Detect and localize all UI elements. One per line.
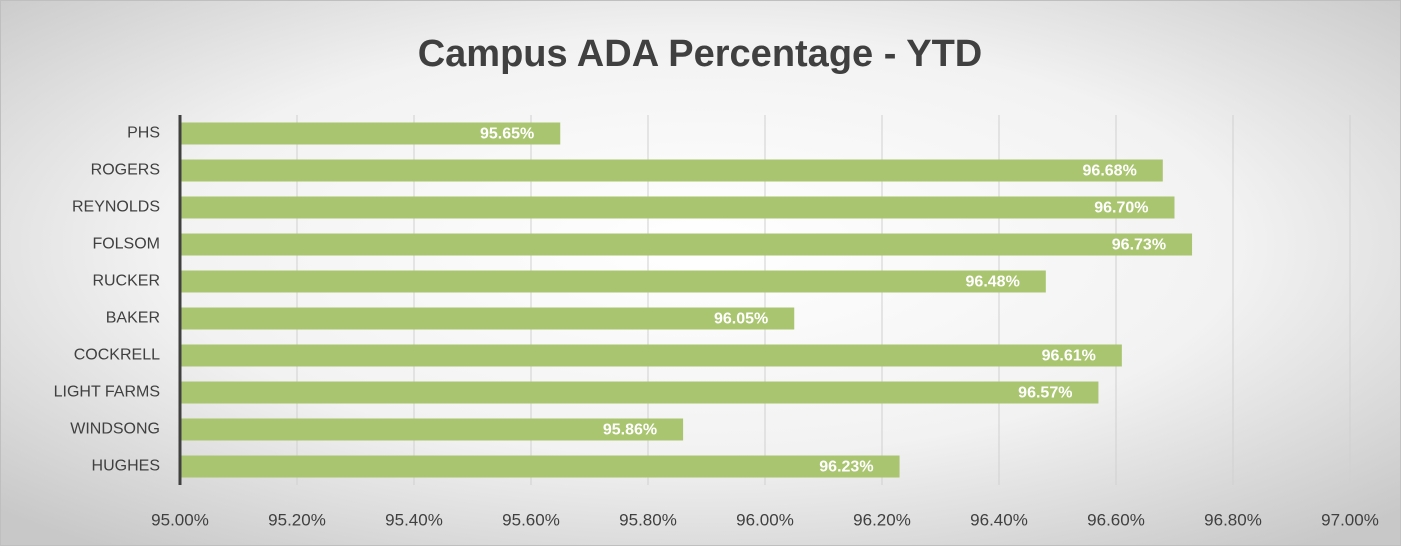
x-tick-label: 95.00% xyxy=(151,510,209,529)
y-tick-label: BAKER xyxy=(106,310,160,327)
x-tick-label: 95.60% xyxy=(502,510,560,529)
value-label: 96.57% xyxy=(1018,385,1072,402)
bar xyxy=(180,122,561,145)
y-tick-label: RUCKER xyxy=(92,273,160,290)
x-tick-label: 96.00% xyxy=(736,510,794,529)
value-label: 96.68% xyxy=(1083,163,1137,180)
bar xyxy=(180,233,1193,256)
x-tick-label: 96.80% xyxy=(1204,510,1262,529)
y-tick-label: FOLSOM xyxy=(92,236,160,253)
y-tick-label: LIGHT FARMS xyxy=(54,384,160,401)
value-label: 96.73% xyxy=(1112,237,1166,254)
value-label: 96.61% xyxy=(1042,348,1096,365)
x-tick-label: 96.60% xyxy=(1087,510,1145,529)
x-tick-label: 97.00% xyxy=(1321,510,1379,529)
bar xyxy=(180,159,1163,182)
value-label: 96.05% xyxy=(714,311,768,328)
value-label: 96.23% xyxy=(819,459,873,476)
bar xyxy=(180,307,795,330)
bar xyxy=(180,270,1046,293)
bar xyxy=(180,381,1099,404)
x-tick-label: 96.40% xyxy=(970,510,1028,529)
y-tick-label: HUGHES xyxy=(92,458,160,475)
y-tick-label: WINDSONG xyxy=(70,421,160,438)
value-label: 96.70% xyxy=(1094,200,1148,217)
y-tick-label: ROGERS xyxy=(91,162,160,179)
value-label: 96.48% xyxy=(966,274,1020,291)
value-label: 95.65% xyxy=(480,126,534,143)
x-tick-label: 95.40% xyxy=(385,510,443,529)
bar xyxy=(180,344,1122,367)
bar xyxy=(180,455,900,478)
x-tick-label: 95.80% xyxy=(619,510,677,529)
y-tick-label: COCKRELL xyxy=(74,347,160,364)
x-tick-label: 95.20% xyxy=(268,510,326,529)
chart-title: Campus ADA Percentage - YTD xyxy=(418,33,983,75)
y-tick-label: REYNOLDS xyxy=(72,199,160,216)
bar xyxy=(180,418,684,441)
y-tick-label: PHS xyxy=(127,125,160,142)
value-label: 95.86% xyxy=(603,422,657,439)
bar xyxy=(180,196,1175,219)
x-tick-label: 96.20% xyxy=(853,510,911,529)
